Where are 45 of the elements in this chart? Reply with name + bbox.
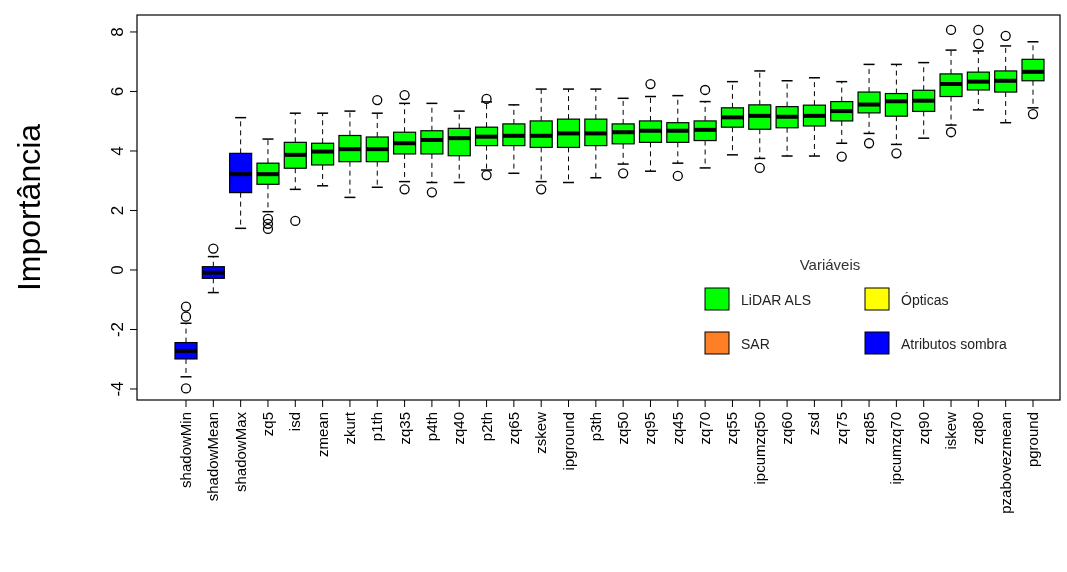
x-tick-label: zq95 (641, 412, 659, 445)
x-tick-label: ipcumzq70 (887, 412, 905, 485)
x-tick-label: zkurt (340, 411, 358, 445)
y-tick-label: 6 (108, 86, 127, 97)
x-tick-label: zmean (313, 412, 331, 458)
legend-label: LiDAR ALS (741, 292, 812, 308)
x-tick-label: zq65 (504, 412, 522, 445)
x-tick-label: zq55 (723, 412, 741, 445)
y-tick-label: -4 (108, 381, 127, 397)
x-tick-label: iskew (942, 411, 960, 450)
x-tick-label: zq70 (696, 412, 714, 445)
x-tick-label: zq5 (258, 412, 276, 437)
x-tick-label: zq80 (969, 412, 987, 445)
legend-title: Variáveis (799, 256, 861, 273)
x-tick-label: zq40 (450, 412, 468, 445)
y-axis-title: Importância (11, 123, 47, 292)
x-tick-label: zq45 (668, 412, 686, 445)
x-tick-label: shadowMin (177, 412, 194, 488)
legend-label: Atributos sombra (901, 336, 1008, 352)
x-tick-label: pground (1024, 412, 1041, 468)
x-tick-label: zsd (805, 412, 823, 436)
x-tick-label: p2th (477, 412, 495, 442)
x-tick-label: p1th (368, 412, 386, 442)
x-tick-label: ipcumzq50 (750, 412, 768, 485)
x-tick-label: pzabovezmean (996, 412, 1014, 514)
x-tick-label: shadowMax (231, 411, 249, 493)
x-tick-label: ipground (559, 412, 577, 471)
x-tick-label: zq60 (778, 412, 796, 445)
x-tick-label: zskew (532, 411, 550, 454)
x-tick-label: zq75 (832, 412, 850, 445)
y-tick-label: 8 (108, 27, 127, 37)
x-tick-label: shadowMean (204, 412, 222, 502)
x-tick-label: p4th (422, 412, 440, 442)
x-tick-label: zq50 (614, 412, 632, 445)
x-tick-label: zq85 (860, 412, 878, 445)
legend-label: SAR (741, 336, 770, 352)
y-tick-label: -2 (108, 321, 127, 338)
x-tick-label: zq90 (914, 412, 932, 445)
x-tick-label: zq35 (395, 412, 413, 445)
y-tick-label: 0 (108, 265, 127, 275)
x-tick-label: p3th (586, 412, 604, 442)
y-tick-label: 4 (108, 146, 127, 156)
legend-label: Ópticas (901, 292, 949, 308)
x-tick-label: isd (286, 412, 304, 432)
y-tick-label: 2 (108, 205, 127, 216)
